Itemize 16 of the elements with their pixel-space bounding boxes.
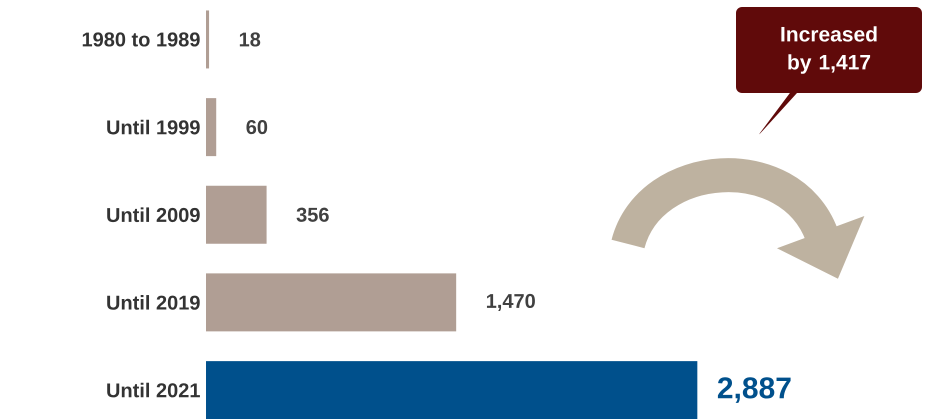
bar <box>206 98 216 156</box>
bar <box>206 10 210 68</box>
y-tick-label: Until 2019 <box>107 295 200 310</box>
data-label: 356 <box>296 208 329 222</box>
data-label: 1,470 <box>486 294 535 311</box>
y-tick-label: Until 2009 <box>107 207 200 222</box>
data-label: 60 <box>246 120 268 134</box>
bar <box>206 361 698 419</box>
y-tick-label: Until 1999 <box>107 120 200 134</box>
y-tick-label: Until 2021 <box>107 382 200 398</box>
data-label: 2,887 <box>718 377 791 403</box>
y-tick-label: 1980 to 1989 <box>82 32 200 46</box>
bar <box>206 186 267 244</box>
text: Increased by 1,417 <box>781 26 877 74</box>
data-label: 18 <box>240 32 260 46</box>
bar <box>206 273 456 332</box>
